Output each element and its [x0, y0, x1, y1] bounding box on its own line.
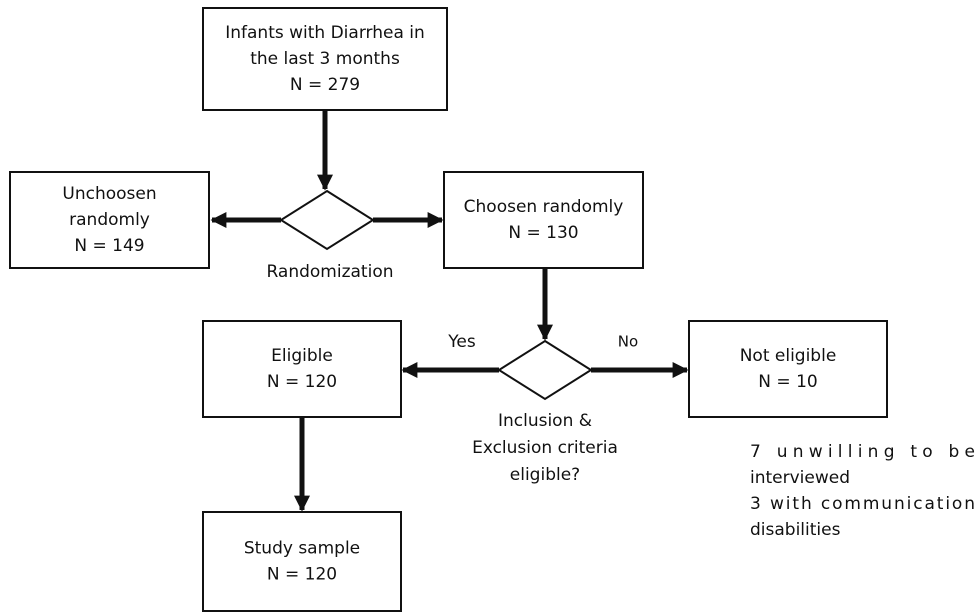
box-label: N = 279: [290, 75, 360, 95]
no-label: No: [618, 333, 638, 351]
box-label: Eligible: [271, 346, 333, 366]
note: 7 unwilling to be: [750, 442, 975, 462]
box-label: Study sample: [244, 539, 360, 559]
process-box: [202, 7, 448, 111]
decision-label: Inclusion &: [498, 411, 592, 431]
decision-label: Exclusion criteria: [472, 438, 618, 458]
decision-label: Randomization: [266, 262, 393, 282]
process-box: [9, 171, 210, 269]
box-label: N = 120: [267, 372, 337, 392]
box-label: N = 149: [74, 236, 144, 256]
process-box: [202, 511, 402, 612]
decision-label: eligible?: [510, 465, 580, 485]
note: 3 with communication: [750, 494, 975, 514]
decision: [279, 189, 375, 251]
note: interviewed: [750, 468, 850, 488]
box-label: the last 3 months: [250, 49, 400, 69]
box-label: randomly: [69, 210, 150, 230]
box-label: Infants with Diarrhea in: [225, 23, 425, 43]
process-box: [688, 320, 888, 418]
box-label: Not eligible: [740, 346, 837, 366]
process-box: [202, 320, 402, 418]
box-label: N = 10: [758, 372, 817, 392]
decision: [497, 339, 593, 401]
box-label: N = 130: [508, 223, 578, 243]
box-label: Choosen randomly: [464, 197, 624, 217]
note: disabilities: [750, 520, 841, 540]
box-label: Unchoosen: [62, 184, 156, 204]
process-box: [443, 171, 644, 269]
yes-label: Yes: [447, 332, 476, 352]
box-label: N = 120: [267, 565, 337, 585]
